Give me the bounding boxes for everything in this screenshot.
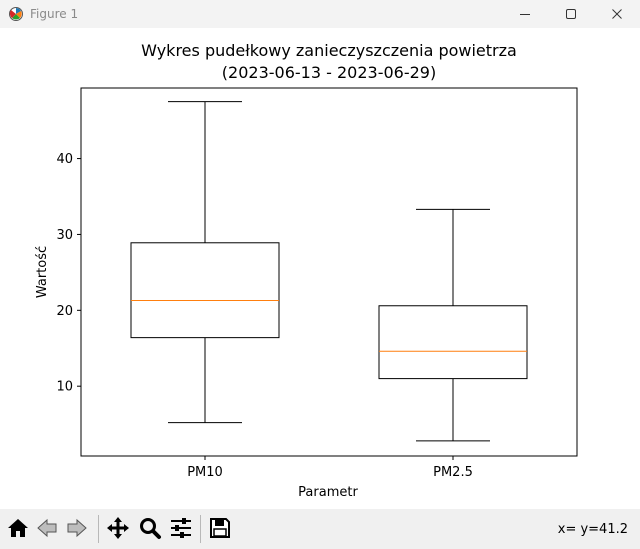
x-axis-label: Parametr — [298, 485, 358, 500]
home-button[interactable] — [4, 514, 32, 542]
forward-button[interactable] — [63, 514, 91, 542]
y-tick-label: 10 — [56, 380, 73, 395]
maximize-icon — [566, 9, 576, 19]
x-tick-label: PM2.5 — [433, 465, 473, 480]
save-button[interactable] — [206, 514, 234, 542]
pan-button[interactable] — [104, 514, 132, 542]
save-icon — [210, 518, 230, 538]
box-iqr — [378, 305, 528, 380]
box-iqr — [130, 242, 280, 339]
window-titlebar: Figure 1 — [0, 0, 640, 28]
toolbar-separator — [200, 515, 201, 543]
chart-subtitle: (2023-06-13 - 2023-06-29) — [222, 63, 436, 82]
x-axis: PM10 PM2.5 — [187, 456, 473, 480]
cursor-coordinates: x= y=41.2 — [557, 522, 628, 537]
y-tick-label: 40 — [56, 152, 73, 167]
close-icon — [612, 9, 622, 19]
figure-canvas[interactable]: Wykres pudełkowy zanieczyszczenia powiet… — [0, 28, 640, 509]
window-title: Figure 1 — [30, 7, 79, 21]
back-button[interactable] — [33, 514, 61, 542]
plot-area-frame — [80, 87, 578, 457]
home-icon — [8, 519, 28, 537]
box-series — [130, 101, 528, 442]
minimize-button[interactable] — [502, 0, 548, 28]
matplotlib-icon — [9, 7, 23, 21]
zoom-button[interactable] — [136, 514, 164, 542]
forward-icon — [67, 518, 87, 538]
maximize-button[interactable] — [548, 0, 594, 28]
x-tick-label: PM10 — [187, 465, 223, 480]
minimize-icon — [520, 14, 530, 15]
back-icon — [37, 518, 57, 538]
y-axis-label: Wartość — [35, 246, 50, 298]
pan-icon — [107, 517, 129, 539]
boxplot-chart: Wykres pudełkowy zanieczyszczenia powiet… — [35, 41, 578, 500]
toolbar-separator — [98, 515, 99, 543]
y-axis: 10 20 30 40 — [56, 152, 81, 395]
configure-subplots-button[interactable] — [167, 514, 195, 542]
y-tick-label: 20 — [56, 304, 73, 319]
chart-title: Wykres pudełkowy zanieczyszczenia powiet… — [141, 41, 517, 60]
navigation-toolbar: x= y=41.2 — [0, 509, 640, 549]
zoom-icon — [140, 518, 161, 539]
configure-subplots-icon — [171, 518, 191, 538]
y-tick-label: 30 — [56, 228, 73, 243]
close-button[interactable] — [594, 0, 640, 28]
